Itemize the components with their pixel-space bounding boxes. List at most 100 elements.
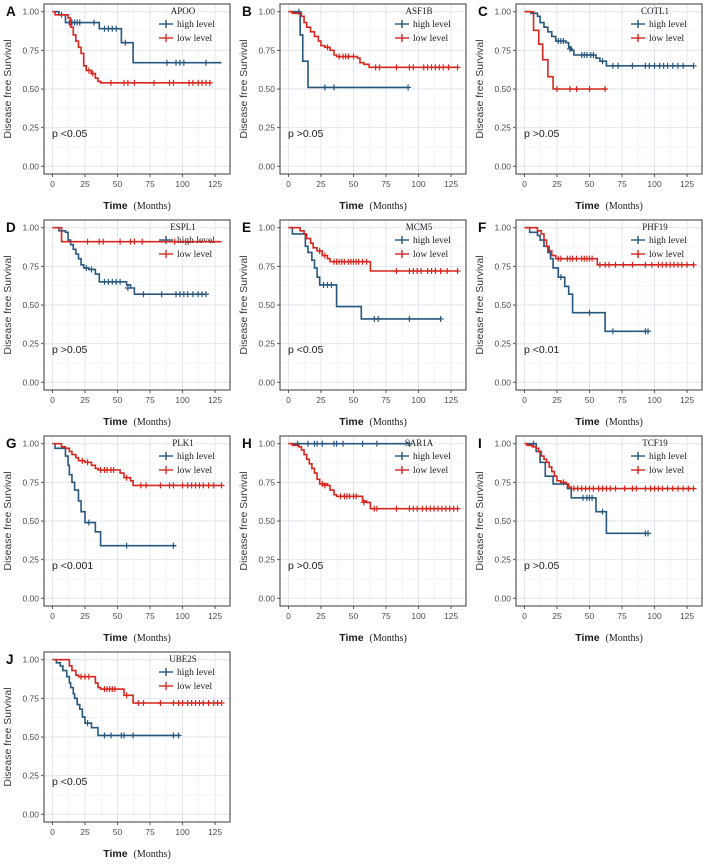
axis-ticks xyxy=(513,11,688,177)
y-axis-title: Disease free Survival xyxy=(2,39,14,138)
legend-item-high: high level xyxy=(631,20,687,30)
x-tick-label: 75 xyxy=(145,395,155,405)
km-panel-B: ASF1B high level low level 0 25 50 75 100 125 0.0… xyxy=(236,0,472,216)
x-axis-title-main: Time xyxy=(339,200,363,212)
x-axis-title: Time (Months) xyxy=(103,848,171,860)
grid-major xyxy=(280,220,466,390)
x-tick-label: 125 xyxy=(680,395,694,405)
legend-label-low: low level xyxy=(649,34,684,44)
censor-marks-low xyxy=(79,457,225,489)
x-tick-label: 50 xyxy=(349,395,359,405)
y-tick-label: 0.50 xyxy=(22,300,39,310)
legend-gene-title: PHF19 xyxy=(642,222,668,232)
pvalue-label: p >0.05 xyxy=(288,560,323,572)
y-tick-label: 0.00 xyxy=(258,161,275,171)
km-curve-low xyxy=(524,10,607,90)
x-tick-label: 75 xyxy=(381,179,391,189)
y-tick-label: 0.25 xyxy=(494,123,511,133)
legend-item-high: high level xyxy=(159,452,215,462)
x-tick-label: 100 xyxy=(175,827,189,837)
y-tick-label: 0.50 xyxy=(22,516,39,526)
y-axis-title: Disease free Survival xyxy=(474,471,486,570)
y-axis-title: Disease free Survival xyxy=(238,39,250,138)
censor-marks-high xyxy=(557,274,652,335)
legend-item-high: high level xyxy=(159,20,215,30)
censor-marks-high xyxy=(530,440,652,537)
legend-label-low: low level xyxy=(177,250,212,260)
y-tick-label: 0.75 xyxy=(22,261,39,271)
legend-label-low: low level xyxy=(649,250,684,260)
x-axis-title: Time (Months) xyxy=(339,632,407,644)
x-tick-label: 0 xyxy=(50,611,55,621)
censor-marks-high xyxy=(294,440,413,447)
x-tick-label: 50 xyxy=(349,179,359,189)
x-tick-label: 125 xyxy=(680,611,694,621)
panel-letter: E xyxy=(242,220,251,235)
y-tick-label: 0.50 xyxy=(22,732,39,742)
pvalue-label: p >0.05 xyxy=(52,344,87,356)
legend-label-low: low level xyxy=(413,34,448,44)
grid-minor xyxy=(280,4,466,174)
y-axis-title: Disease free Survival xyxy=(238,255,250,354)
legend-gene-title: ESPL1 xyxy=(170,222,196,232)
x-tick-label: 25 xyxy=(552,179,562,189)
y-tick-label: 1.00 xyxy=(22,7,39,17)
x-axis-title-sub: (Months) xyxy=(134,633,171,644)
y-tick-label: 0.00 xyxy=(258,377,275,387)
y-tick-label: 0.75 xyxy=(494,45,511,55)
panel-letter: B xyxy=(242,4,252,19)
legend-item-high: high level xyxy=(631,452,687,462)
x-tick-label: 25 xyxy=(80,395,90,405)
pvalue-label: p >0.05 xyxy=(524,560,559,572)
panel-letter: A xyxy=(6,4,16,19)
legend-label-low: low level xyxy=(177,466,212,476)
legend-label-high: high level xyxy=(413,452,451,462)
axis-ticks xyxy=(277,227,452,393)
x-tick-label: 25 xyxy=(80,827,90,837)
y-tick-label: 0.25 xyxy=(22,555,39,565)
panel-letter: D xyxy=(6,220,16,235)
km-curve-low xyxy=(52,10,212,84)
y-tick-label: 1.00 xyxy=(258,223,275,233)
x-tick-label: 0 xyxy=(286,179,291,189)
x-tick-label: 100 xyxy=(175,611,189,621)
km-panel-D: ESPL1 high level low level 0 25 50 75 100 125 0.0… xyxy=(0,216,236,432)
y-tick-label: 0.75 xyxy=(258,261,275,271)
axis-ticks xyxy=(513,443,688,609)
y-tick-label: 0.50 xyxy=(22,84,39,94)
x-tick-label: 75 xyxy=(617,395,627,405)
x-tick-label: 25 xyxy=(80,611,90,621)
x-tick-label: 75 xyxy=(145,179,155,189)
censor-marks-low xyxy=(316,247,461,274)
x-axis-title: Time (Months) xyxy=(103,632,171,644)
y-tick-label: 0.50 xyxy=(494,84,511,94)
y-tick-label: 0.50 xyxy=(494,300,511,310)
legend-item-high: high level xyxy=(395,452,451,462)
legend-item-low: low level xyxy=(159,682,212,692)
legend-label-high: high level xyxy=(177,452,215,462)
panel-letter: F xyxy=(478,220,486,235)
axis-ticks xyxy=(277,11,452,177)
y-tick-label: 0.00 xyxy=(22,377,39,387)
pvalue-label: p <0.05 xyxy=(288,344,323,356)
grid-major xyxy=(280,4,466,174)
x-tick-label: 100 xyxy=(647,395,661,405)
y-tick-label: 0.75 xyxy=(22,693,39,703)
pvalue-label: p >0.05 xyxy=(288,128,323,140)
x-tick-label: 0 xyxy=(50,827,55,837)
legend-gene-title: MCM5 xyxy=(406,222,433,232)
x-tick-label: 125 xyxy=(680,179,694,189)
axis-ticks xyxy=(513,227,688,393)
x-axis-title-sub: (Months) xyxy=(370,633,407,644)
x-tick-label: 25 xyxy=(552,611,562,621)
x-tick-label: 25 xyxy=(316,179,326,189)
legend-label-low: low level xyxy=(177,682,212,692)
y-axis-title: Disease free Survival xyxy=(474,39,486,138)
y-tick-label: 1.00 xyxy=(258,7,275,17)
censor-marks-high xyxy=(85,519,177,549)
legend-item-high: high level xyxy=(395,236,451,246)
y-tick-label: 0.75 xyxy=(494,477,511,487)
x-tick-label: 50 xyxy=(585,395,595,405)
axis-ticks xyxy=(41,11,216,177)
